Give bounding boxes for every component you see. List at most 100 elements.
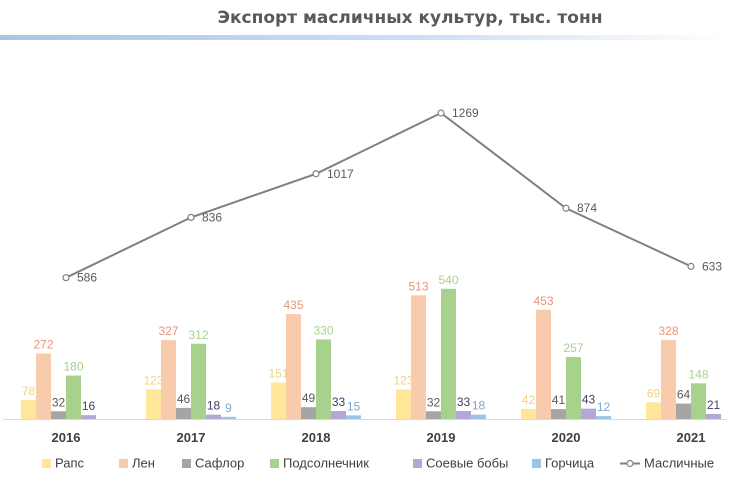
legend-label-1: Лен: [132, 456, 155, 471]
data-label-2018-2: 49: [302, 391, 316, 405]
bar-2019-5: [471, 414, 486, 419]
data-label-2020-2: 41: [552, 393, 566, 407]
line-series-oilseeds: [65, 111, 692, 279]
x-tick-label: 2021: [677, 430, 706, 445]
bar-2018-5: [346, 415, 361, 419]
data-label-2020-3: 257: [563, 341, 583, 355]
data-label-2021-2: 64: [677, 388, 691, 402]
data-label-2018-0: 151: [268, 367, 288, 381]
x-tick-label: 2017: [177, 430, 206, 445]
data-label-2021-4: 21: [707, 398, 721, 412]
bar-2019-4: [456, 411, 471, 419]
bar-2016-4: [81, 415, 96, 419]
line-label-2021: 633: [702, 259, 722, 273]
legend-swatch-5: [532, 459, 541, 468]
data-label-2020-1: 453: [533, 294, 553, 308]
x-tick-label: 2020: [552, 430, 581, 445]
data-label-2018-3: 330: [313, 323, 333, 337]
data-label-2019-0: 123: [393, 373, 413, 387]
bar-2018-4: [331, 411, 346, 419]
data-label-2017-2: 46: [177, 392, 191, 406]
bar-2018-1: [286, 314, 301, 419]
bar-2018-3: [316, 339, 331, 419]
line-label-2020: 874: [577, 201, 597, 215]
bar-2021-2: [676, 403, 691, 419]
bar-2020-2: [551, 409, 566, 419]
data-label-2017-0: 123: [143, 373, 163, 387]
bar-2019-3: [441, 288, 456, 419]
line-point-2019: [437, 109, 445, 117]
legend-swatch-1: [119, 459, 128, 468]
data-label-2020-5: 12: [597, 400, 611, 414]
data-label-2018-1: 435: [283, 298, 303, 312]
line-point-2017: [187, 213, 195, 222]
legend-swatch-0: [42, 459, 51, 468]
bar-2020-3: [566, 357, 581, 419]
bar-2021-1: [661, 339, 676, 419]
data-label-2017-5: 9: [225, 401, 232, 415]
data-label-2017-4: 18: [207, 399, 221, 413]
bar-2020-5: [596, 416, 611, 419]
bar-2017-3: [191, 343, 206, 419]
data-label-2019-1: 513: [408, 279, 428, 293]
legend-label-4: Соевые бобы: [426, 456, 508, 471]
x-tick-label: 2018: [302, 430, 331, 445]
bar-2021-0: [646, 402, 661, 419]
bar-2020-1: [536, 309, 551, 419]
bar-2016-3: [66, 375, 81, 419]
data-label-2021-0: 69: [647, 386, 661, 400]
bar-2021-4: [706, 413, 721, 419]
bar-2019-0: [396, 389, 411, 419]
line-label-2016: 586: [77, 271, 97, 285]
bar-2019-2: [426, 411, 441, 419]
bar-2017-1: [161, 340, 176, 419]
bar-2018-0: [271, 382, 286, 419]
bar-2016-2: [51, 411, 66, 419]
line-point-2018: [312, 170, 320, 178]
legend-swatch-3: [270, 459, 279, 468]
data-label-2021-1: 328: [658, 324, 678, 338]
chart-title: Экспорт масличных культур, тыс. тонн: [217, 8, 603, 28]
bar-2019-1: [411, 295, 426, 419]
data-label-2019-4: 33: [457, 395, 471, 409]
bar-2018-2: [301, 407, 316, 419]
line-label-2018: 1017: [327, 167, 354, 181]
data-label-2016-3: 180: [63, 360, 83, 374]
title-underline: [0, 35, 730, 40]
x-tick-label: 2016: [52, 430, 81, 445]
line-point-2020: [562, 204, 570, 212]
legend-swatch-2: [182, 459, 191, 468]
x-tick-label: 2019: [427, 430, 456, 445]
bar-2017-0: [146, 389, 161, 419]
legend-swatch-4: [413, 459, 422, 468]
data-label-2019-3: 540: [438, 273, 458, 287]
line-label-2019: 1269: [452, 106, 479, 120]
line-point-2021: [687, 262, 695, 270]
bar-2017-4: [206, 414, 221, 419]
bar-2020-0: [521, 408, 536, 419]
bar-2017-2: [176, 407, 191, 419]
data-label-2018-5: 15: [347, 399, 361, 413]
bar-2020-4: [581, 408, 596, 419]
legend-label-5: Горчица: [545, 456, 595, 471]
data-label-2016-4: 16: [82, 399, 96, 413]
legend-label-6: Масличные: [644, 456, 714, 471]
data-label-2020-4: 43: [582, 393, 596, 407]
data-label-2018-4: 33: [332, 395, 346, 409]
legend-label-3: Подсолнечник: [283, 456, 369, 471]
legend-marker: [626, 459, 634, 468]
data-label-2016-1: 272: [33, 337, 53, 351]
legend-label-2: Сафлор: [195, 456, 244, 471]
data-label-2017-3: 312: [188, 328, 208, 342]
data-label-2021-3: 148: [688, 367, 708, 381]
line-label-2017: 836: [202, 210, 222, 224]
legend-label-0: Рапс: [55, 456, 85, 471]
data-label-2019-2: 32: [427, 395, 441, 409]
bar-2016-1: [36, 353, 51, 419]
data-label-2019-5: 18: [472, 399, 486, 413]
data-label-2020-0: 42: [522, 393, 536, 407]
bar-2017-5: [221, 416, 236, 419]
data-label-2017-1: 327: [158, 324, 178, 338]
